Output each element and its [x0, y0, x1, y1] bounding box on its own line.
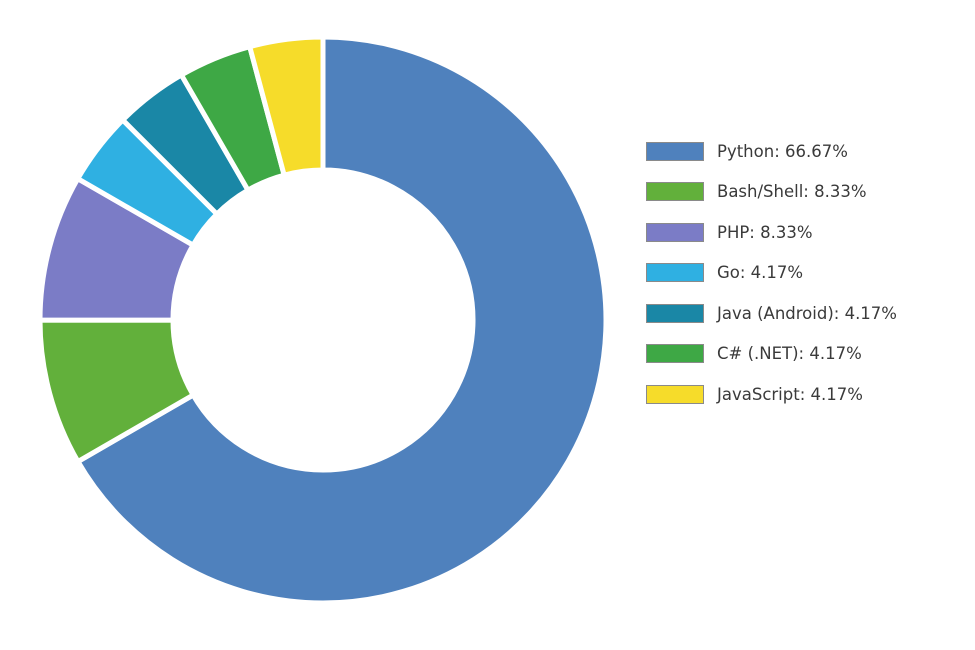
legend-item: JavaScript: 4.17%: [646, 374, 897, 415]
legend-item: PHP: 8.33%: [646, 212, 897, 253]
legend-swatch: [646, 303, 704, 323]
legend-swatch: [646, 384, 704, 404]
legend-item: Java (Android): 4.17%: [646, 293, 897, 334]
legend-item: Bash/Shell: 8.33%: [646, 172, 897, 213]
legend-item: C# (.NET): 4.17%: [646, 334, 897, 375]
legend-swatch: [646, 263, 704, 283]
legend-label: PHP: 8.33%: [717, 222, 813, 242]
legend: Python: 66.67% Bash/Shell: 8.33% PHP: 8.…: [646, 131, 897, 415]
legend-swatch: [646, 222, 704, 242]
slice-python: [74, 34, 609, 606]
legend-label: C# (.NET): 4.17%: [717, 344, 862, 364]
legend-label: Java (Android): 4.17%: [717, 303, 897, 323]
legend-swatch: [646, 182, 704, 202]
legend-label: Go: 4.17%: [717, 263, 804, 283]
legend-swatch: [646, 344, 704, 364]
legend-label: JavaScript: 4.17%: [717, 384, 863, 404]
legend-label: Bash/Shell: 8.33%: [717, 182, 867, 202]
legend-item: Go: 4.17%: [646, 253, 897, 294]
legend-item: Python: 66.67%: [646, 131, 897, 172]
slice-javascript: [246, 34, 326, 179]
legend-label: Python: 66.67%: [717, 141, 848, 161]
legend-swatch: [646, 141, 704, 161]
